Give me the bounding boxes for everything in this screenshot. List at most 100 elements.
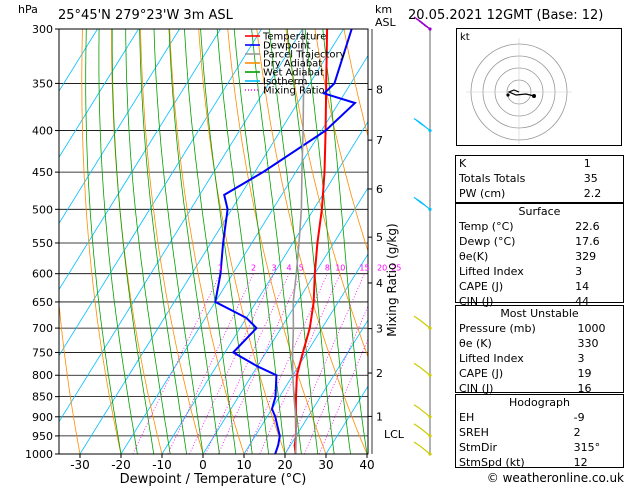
- index-value: 19: [577, 367, 592, 380]
- hodograph-point: [532, 94, 536, 98]
- index-value: 35: [583, 172, 598, 185]
- temperature-tick-label: -10: [152, 458, 172, 472]
- index-label: StmDir: [459, 441, 498, 454]
- index-label: StmSpd (kt): [459, 456, 525, 469]
- mixing-ratio-line: [245, 273, 328, 454]
- dry-adiabat: [227, 29, 327, 454]
- isotherm-line: [284, 319, 368, 454]
- indices-basic-box: K 1 Totals Totals 35 PW (cm) 2.2: [455, 155, 624, 203]
- isotherm-line: [59, 29, 262, 357]
- altitude-tick-label: 1: [376, 410, 383, 423]
- pressure-tick-label: 300: [32, 23, 53, 36]
- legend-label: Temperature: [262, 32, 326, 43]
- temperature-axis: -30 -20 -10 0 10 20 30 40: [70, 454, 375, 472]
- mixing-ratio-line: [285, 273, 365, 454]
- wind-barb: [413, 441, 432, 456]
- index-row: θe (K) 330: [456, 336, 623, 351]
- section-title: Most Unstable: [500, 307, 579, 320]
- temperature-tick-label: 40: [359, 458, 374, 472]
- index-row: PW (cm) 2.2: [456, 186, 623, 201]
- index-row: Dewp (°C) 17.6: [456, 234, 623, 249]
- index-value: 330: [577, 337, 599, 350]
- wet-adiabat: [233, 29, 286, 454]
- series-line-dewpoint: [214, 29, 357, 454]
- wet-adiabat: [98, 29, 138, 454]
- wind-barb: [413, 362, 432, 377]
- wind-barbs: [413, 16, 432, 456]
- index-row: CIN (J) 16: [456, 381, 623, 396]
- index-value: 2.2: [583, 187, 602, 200]
- index-value: 315°: [573, 441, 601, 454]
- indices-surface-box: Surface Temp (°C) 22.6 Dewp (°C) 17.6 θe(K) 32…: [455, 203, 624, 308]
- dry-adiabat: [285, 29, 368, 358]
- km-unit: km: [375, 3, 393, 16]
- legend-label: Parcel Trajectory: [263, 50, 346, 61]
- pressure-tick-label: 350: [32, 77, 53, 90]
- pressure-tick-label: 700: [32, 322, 53, 335]
- pressure-tick-label: 450: [32, 166, 53, 179]
- isotherm-line: [243, 253, 368, 454]
- isotherm-line: [59, 29, 139, 158]
- index-value: 16: [577, 382, 592, 395]
- index-row: Totals Totals 35: [456, 171, 623, 186]
- location-title: 25°45'N 279°23'W 3m ASL: [58, 8, 233, 23]
- hodograph-unit: kt: [460, 32, 470, 43]
- wet-adiabat: [269, 29, 319, 454]
- altitude-tick-label: 4: [376, 277, 383, 290]
- wind-barb: [413, 16, 432, 31]
- pressure-tick-label: 900: [32, 411, 53, 424]
- isotherm-line: [120, 54, 368, 454]
- index-row: Pressure (mb) 1000: [456, 321, 623, 336]
- mixing-ratio-tick-label: 1: [218, 264, 223, 273]
- index-value: 1000: [577, 322, 606, 335]
- skewt-traces: [214, 29, 357, 454]
- wet-adiabat: [286, 29, 335, 454]
- index-label: PW (cm): [459, 187, 506, 200]
- index-label: CAPE (J): [459, 280, 504, 293]
- index-row: Lifted Index 3: [456, 264, 623, 279]
- wet-adiabat: [216, 29, 269, 454]
- dry-adiabat: [169, 29, 245, 454]
- altitude-tick-label: 8: [376, 83, 383, 96]
- index-label: Totals Totals: [459, 172, 526, 185]
- altitude-tick-label: 5: [376, 231, 383, 244]
- datetime-title: 20.05.2021 12GMT (Base: 12): [408, 8, 604, 23]
- temperature-tick-label: 20: [277, 458, 292, 472]
- dry-adiabat: [81, 29, 122, 454]
- mixing-ratio-tick-label: 2: [251, 264, 256, 273]
- temperature-tick-label: 0: [199, 458, 207, 472]
- index-label: CIN (J): [459, 295, 494, 308]
- mixing-ratio-tick-label: 8: [325, 264, 330, 273]
- index-label: CAPE (J): [459, 367, 504, 380]
- mixing-ratio-tick-label: 10: [335, 264, 345, 273]
- isotherm-line: [161, 120, 368, 454]
- altitude-axis: 8 7 6 5 4 3 2 1: [368, 29, 383, 454]
- mixing-ratio-line: [132, 273, 221, 454]
- temperature-tick-label: -20: [111, 458, 131, 472]
- wind-barb: [413, 118, 432, 133]
- wind-barb: [413, 404, 432, 419]
- temperature-tick-label: 30: [318, 458, 333, 472]
- section-title: Hodograph: [509, 396, 570, 409]
- index-value: 329: [575, 250, 597, 263]
- index-row: StmDir 315°: [456, 440, 623, 455]
- pressure-tick-label: 600: [32, 268, 53, 281]
- index-label: Pressure (mb): [459, 322, 536, 335]
- mixing-ratio-line: [167, 273, 254, 454]
- x-axis-label: Dewpoint / Temperature (°C): [120, 472, 307, 486]
- index-label: θe(K): [459, 250, 489, 263]
- series-line-parcel-trajectory: [291, 29, 305, 454]
- plot-frame: [58, 28, 369, 455]
- index-label: EH: [459, 411, 475, 424]
- wind-barb: [413, 196, 432, 211]
- asl-unit: ASL: [375, 16, 396, 29]
- dry-adiabat: [256, 29, 368, 454]
- mixing-ratio-labels: 1 2 3 4 5 8 10 15 20 25: [218, 264, 402, 273]
- dry-adiabat: [59, 299, 81, 454]
- skewt-grid: [59, 29, 368, 454]
- index-row: CAPE (J) 19: [456, 366, 623, 381]
- pressure-tick-label: 500: [32, 203, 53, 216]
- index-label: SREH: [459, 426, 489, 439]
- altitude-tick-label: 2: [376, 367, 383, 380]
